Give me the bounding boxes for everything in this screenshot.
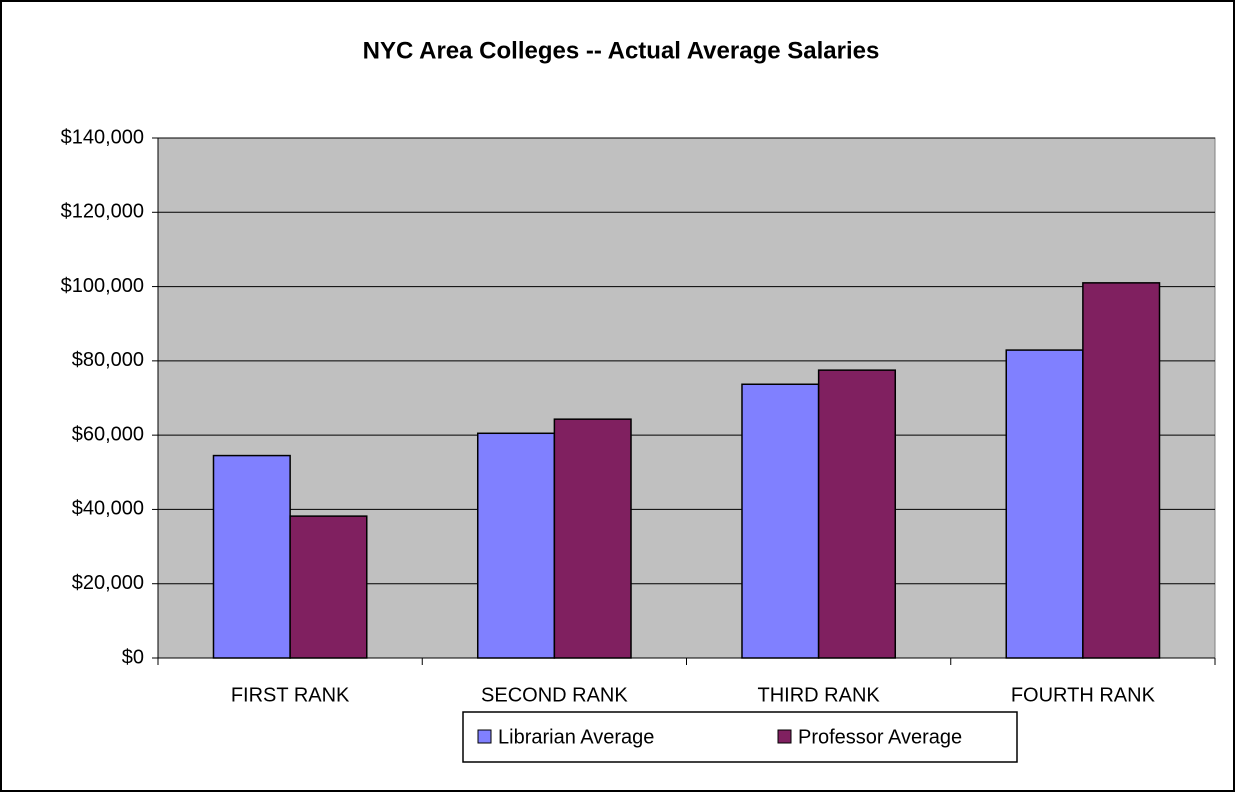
- y-tick-label: $40,000: [72, 498, 144, 520]
- bar: [741, 383, 820, 659]
- legend-box: [462, 711, 1018, 763]
- bar: [1005, 349, 1084, 659]
- y-tick-label: $100,000: [61, 275, 144, 297]
- y-tick-label: $60,000: [72, 423, 144, 445]
- legend-swatch: [477, 729, 492, 744]
- x-tick-label: SECOND RANK: [481, 684, 628, 706]
- legend-label: Librarian Average: [498, 726, 654, 748]
- y-tick-label: $80,000: [72, 349, 144, 371]
- bar: [212, 454, 291, 659]
- legend-label: Professor Average: [798, 726, 962, 748]
- chart-title: NYC Area Colleges -- Actual Average Sala…: [363, 37, 880, 64]
- bar: [1082, 282, 1161, 659]
- y-tick-label: $20,000: [72, 572, 144, 594]
- y-tick-label: $140,000: [61, 126, 144, 148]
- x-tick-label: FOURTH RANK: [1011, 684, 1156, 706]
- bar: [553, 418, 632, 659]
- bar: [289, 515, 368, 659]
- y-tick-label: $0: [122, 646, 144, 668]
- y-tick-label: $120,000: [61, 201, 144, 223]
- bar: [476, 432, 556, 659]
- x-tick-label: THIRD RANK: [758, 684, 881, 706]
- bar: [817, 369, 897, 659]
- x-tick-label: FIRST RANK: [231, 684, 350, 706]
- legend-swatch: [777, 729, 792, 744]
